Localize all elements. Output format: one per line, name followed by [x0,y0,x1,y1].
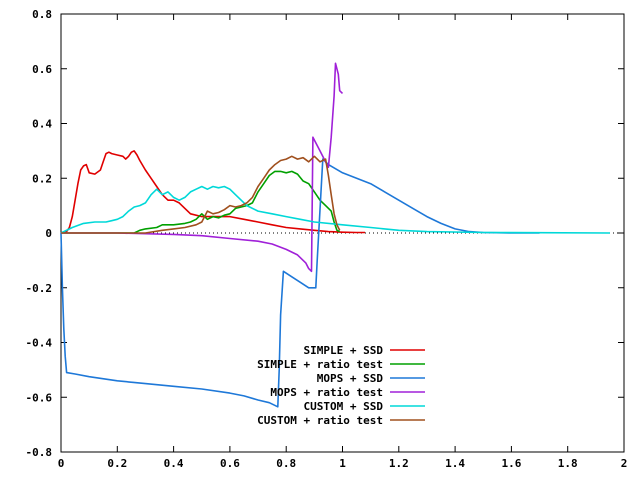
y-tick-label: 0.8 [32,8,52,21]
x-tick-label: 1.8 [558,457,578,470]
axes: 0 0.2 0.4 0.6 0.8 1 1.2 1.4 1.6 1.8 2 0.8 0.6 0.4 0.2 0… [26,8,628,470]
series-line-1 [60,150,365,234]
y-tick-label: -0.8 [26,446,53,459]
x-tick-label: 1.6 [501,457,521,470]
series-line-2 [61,170,341,234]
y-tick-label: 0 [45,227,52,240]
series-line-6 [61,155,341,234]
series-lines [60,62,610,408]
series-line-3 [60,158,540,408]
x-tick-label: 0.2 [107,457,127,470]
y-tick-label: 0.4 [32,118,52,131]
x-tick-label: 2 [621,457,628,470]
x-tick-label: 0.8 [276,457,296,470]
y-tick-label: 0.2 [32,172,52,185]
legend-label: MOPS + SSD [317,372,384,385]
y-tick-label: -0.4 [26,337,53,350]
x-tick-label: 0.6 [220,457,240,470]
y-tick-label: -0.6 [26,391,53,404]
x-tick-label: 0.4 [164,457,184,470]
series-line-5 [60,185,610,234]
legend-label: CUSTOM + SSD [304,400,384,413]
y-tick-label: 0.6 [32,63,52,76]
x-tick-label: 1.4 [445,457,465,470]
legend-label: SIMPLE + SSD [304,344,384,357]
x-tick-label: 0 [58,457,65,470]
legend-label: SIMPLE + ratio test [257,358,383,371]
y-tick-label: -0.2 [26,282,53,295]
legend-label: CUSTOM + ratio test [257,414,383,427]
x-tick-label: 1.2 [389,457,409,470]
series-line-4 [61,62,344,273]
x-tick-label: 1 [339,457,346,470]
legend-label: MOPS + ratio test [270,386,383,399]
